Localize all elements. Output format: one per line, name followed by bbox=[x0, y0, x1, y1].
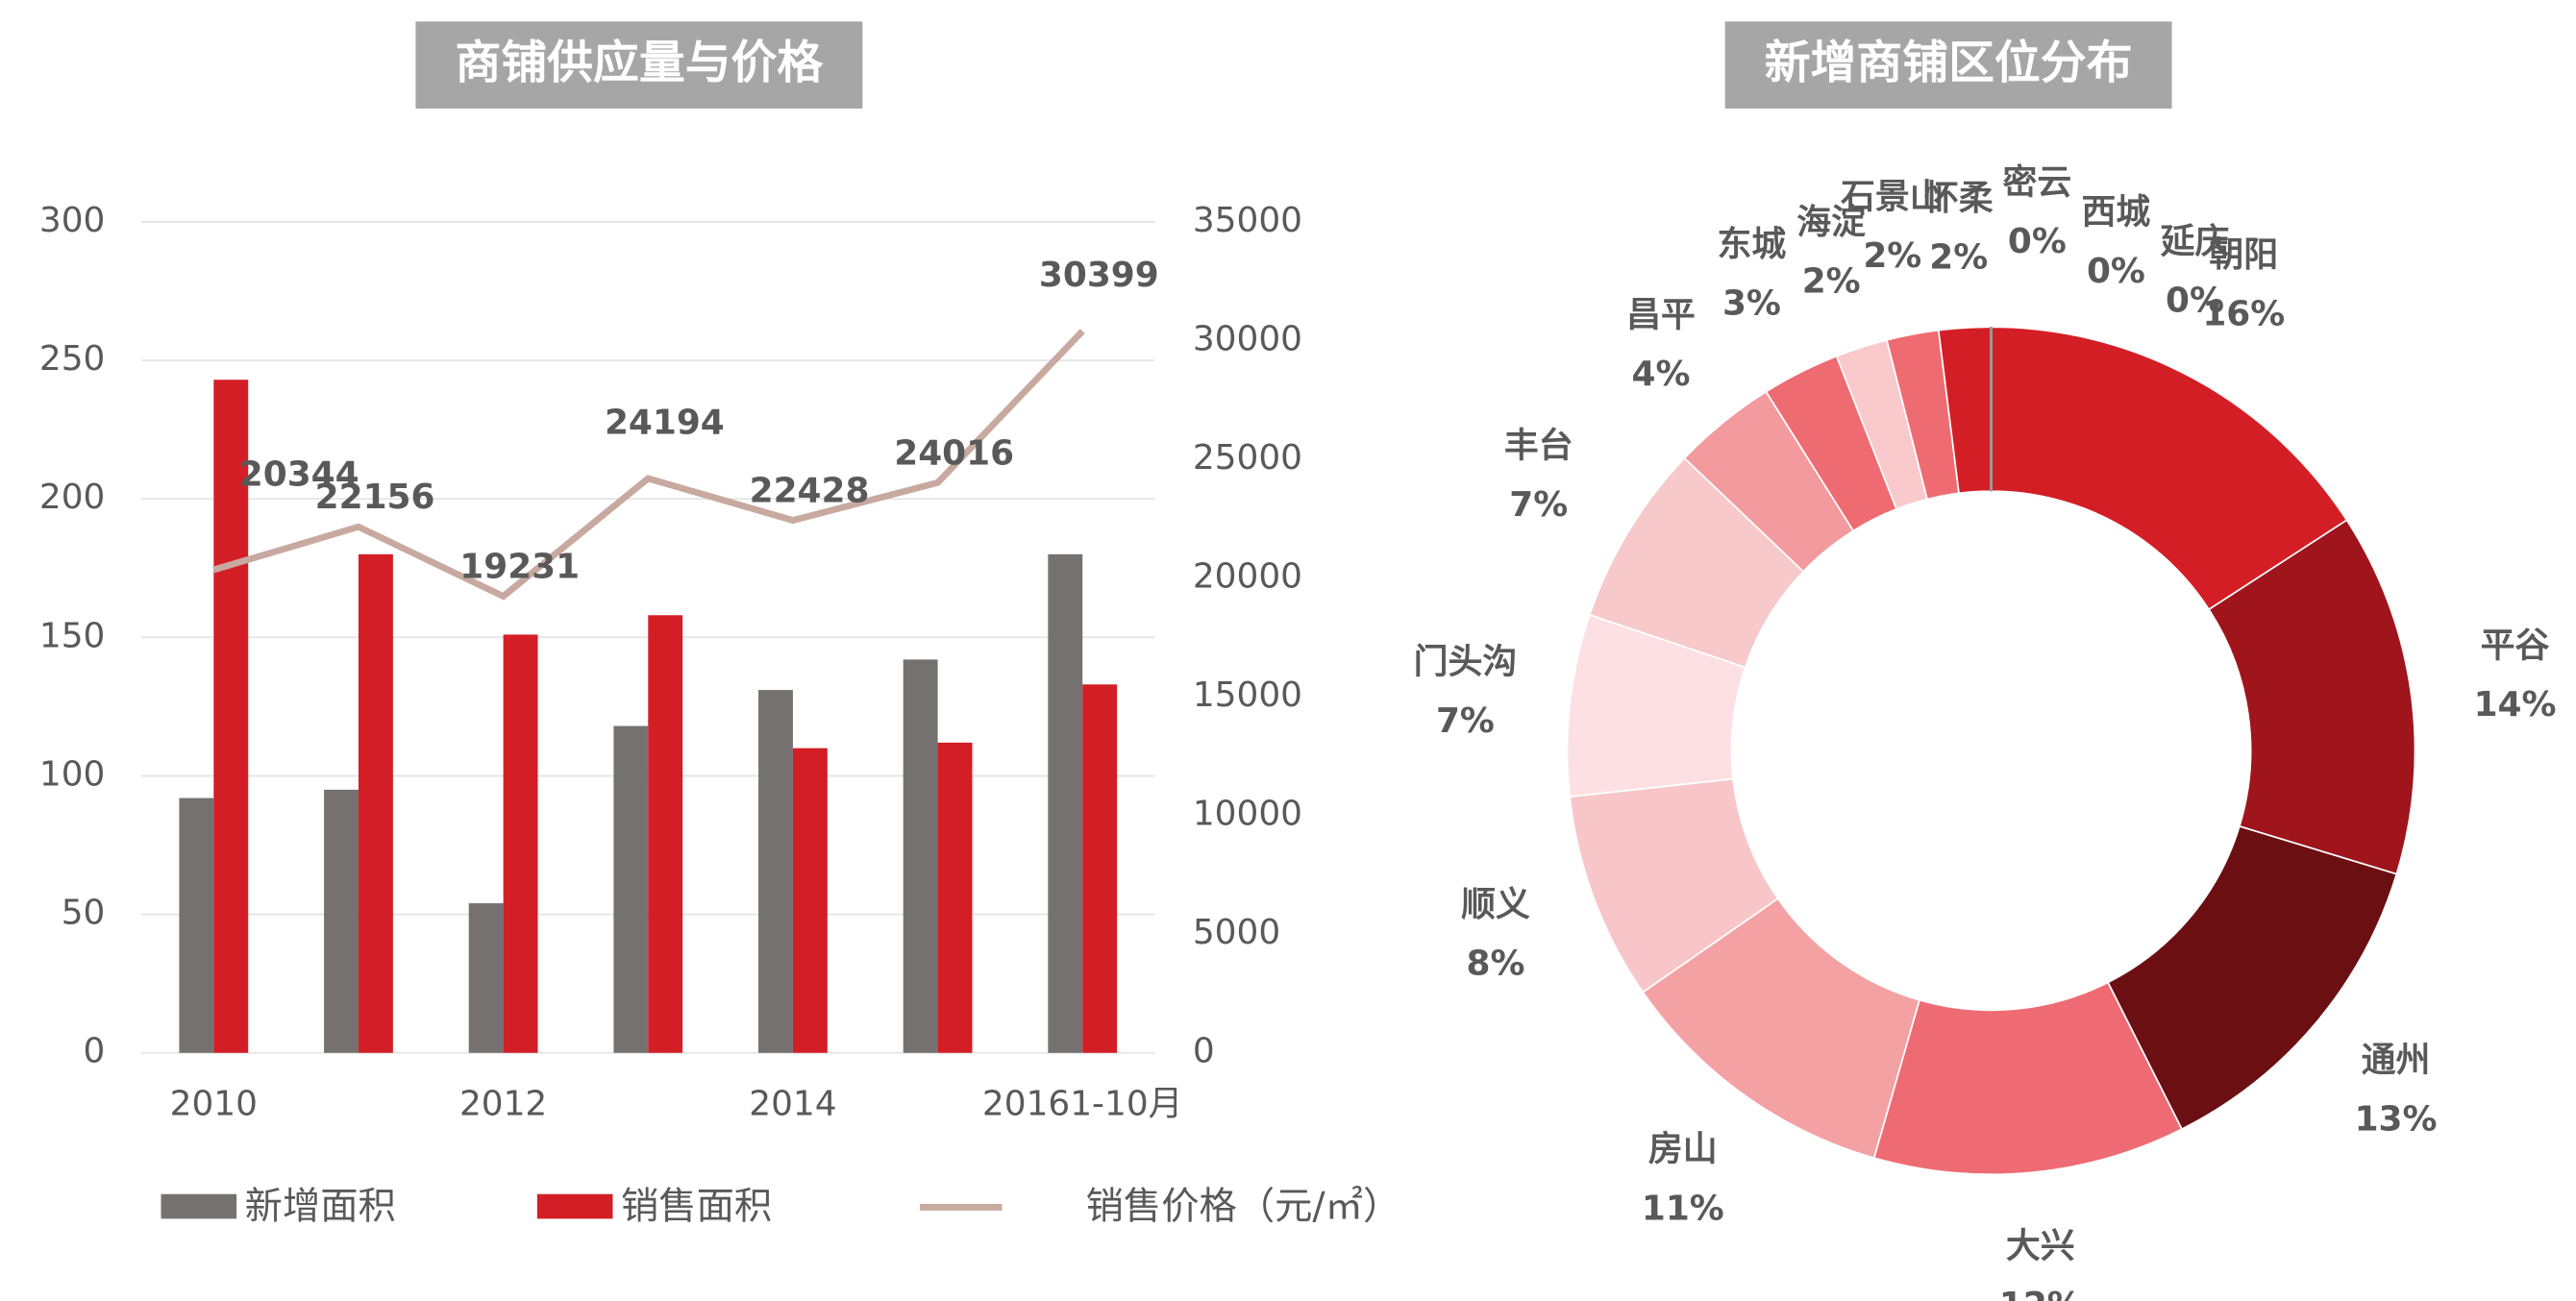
slice-value-label: 2% bbox=[1929, 238, 1988, 278]
donut-slice bbox=[1990, 326, 2348, 611]
y-tick-label: 250 bbox=[39, 339, 105, 379]
y-tick-label: 0 bbox=[84, 1032, 106, 1071]
bar bbox=[324, 789, 359, 1053]
slice-name: 通州 bbox=[2362, 1041, 2431, 1080]
bar bbox=[358, 553, 393, 1053]
y2-tick-label: 15000 bbox=[1193, 675, 1302, 715]
slice-value-label: 8% bbox=[1467, 945, 1525, 984]
slice-name: 东城 bbox=[1718, 225, 1787, 264]
bar bbox=[792, 748, 828, 1053]
bar bbox=[903, 659, 938, 1053]
slice-value-label: 0% bbox=[2166, 282, 2224, 321]
x-tick-label: 2012 bbox=[459, 1084, 547, 1123]
slice-name: 平谷 bbox=[2481, 626, 2550, 666]
slice-name: 顺义 bbox=[1461, 885, 1530, 924]
y2-tick-label: 25000 bbox=[1193, 438, 1302, 478]
y2-tick-label: 10000 bbox=[1193, 795, 1302, 834]
slice-name: 延庆 bbox=[2161, 222, 2230, 261]
bar bbox=[1048, 553, 1083, 1053]
title-box bbox=[1724, 21, 2172, 109]
slice-name: 昌平 bbox=[1626, 295, 1696, 334]
slice-value-label: 2% bbox=[1802, 262, 1861, 302]
slice-value-label: 12% bbox=[1999, 1286, 2082, 1301]
data-label: 30399 bbox=[1039, 256, 1159, 295]
legend-label: 新增面积 bbox=[245, 1186, 396, 1229]
data-label: 24016 bbox=[894, 433, 1014, 473]
slice-value-label: 11% bbox=[1642, 1189, 1724, 1228]
legend-label: 销售价格（元/㎡） bbox=[1086, 1186, 1401, 1229]
y2-tick-label: 30000 bbox=[1193, 319, 1302, 358]
y2-tick-label: 35000 bbox=[1193, 201, 1302, 240]
x-tick-label: 2010 bbox=[170, 1084, 258, 1123]
data-label: 19231 bbox=[459, 547, 580, 586]
bar bbox=[503, 634, 538, 1053]
slice-value-label: 4% bbox=[1631, 355, 1690, 394]
bar bbox=[937, 742, 973, 1053]
slice-name: 怀柔 bbox=[1924, 179, 1994, 218]
bar bbox=[213, 380, 249, 1053]
y2-tick-label: 5000 bbox=[1193, 913, 1280, 952]
y-tick-label: 300 bbox=[39, 201, 105, 240]
y-tick-label: 100 bbox=[39, 754, 105, 794]
line bbox=[212, 329, 1085, 601]
slice-name: 大兴 bbox=[2006, 1226, 2075, 1265]
slice-value-label: 13% bbox=[2355, 1100, 2438, 1140]
slice-value-label: 14% bbox=[2474, 685, 2557, 724]
data-label: 22156 bbox=[315, 478, 435, 517]
y-tick-label: 150 bbox=[39, 616, 105, 655]
slice-name: 西城 bbox=[2082, 192, 2151, 232]
legend-swatch bbox=[536, 1193, 613, 1219]
slice-name: 石景山 bbox=[1841, 177, 1944, 216]
data-label: 24194 bbox=[605, 404, 725, 443]
legend-swatch bbox=[161, 1193, 237, 1219]
slice-value-label: 3% bbox=[1722, 283, 1781, 323]
y2-tick-label: 0 bbox=[1193, 1032, 1215, 1071]
x-tick-label: 2014 bbox=[749, 1084, 836, 1123]
slice-name: 密云 bbox=[2003, 162, 2072, 203]
chart-title: 新增商铺区位分布 bbox=[1765, 37, 2133, 90]
slice-name: 海淀 bbox=[1796, 203, 1866, 242]
chart-title: 商铺供应量与价格 bbox=[455, 37, 824, 90]
bar bbox=[648, 615, 683, 1053]
slice-name: 房山 bbox=[1648, 1130, 1718, 1169]
slice-value-label: 16% bbox=[2202, 294, 2285, 333]
y2-tick-label: 20000 bbox=[1193, 557, 1302, 597]
slice-name: 朝阳 bbox=[2209, 235, 2278, 275]
slice-value-label: 7% bbox=[1436, 701, 1495, 741]
y-tick-label: 50 bbox=[62, 894, 106, 933]
slice-name: 丰台 bbox=[1504, 426, 1573, 465]
bar bbox=[1082, 684, 1118, 1053]
x-tick-label: 20161-10月 bbox=[982, 1084, 1183, 1123]
bar bbox=[613, 725, 649, 1053]
slice-value-label: 7% bbox=[1509, 485, 1568, 525]
data-label: 22428 bbox=[750, 471, 870, 510]
bar bbox=[179, 798, 214, 1053]
data-label: 20344 bbox=[239, 455, 359, 495]
donut-slice bbox=[2106, 824, 2398, 1131]
slice-value-label: 0% bbox=[2087, 252, 2145, 291]
slice-value-label: 2% bbox=[1863, 236, 1921, 276]
y-tick-label: 200 bbox=[39, 478, 105, 517]
bar bbox=[468, 903, 504, 1053]
title-box bbox=[415, 21, 863, 109]
legend-label: 销售面积 bbox=[621, 1186, 772, 1229]
slice-value-label: 0% bbox=[2008, 222, 2067, 261]
slice-name: 门头沟 bbox=[1414, 643, 1518, 682]
bar bbox=[758, 690, 793, 1053]
